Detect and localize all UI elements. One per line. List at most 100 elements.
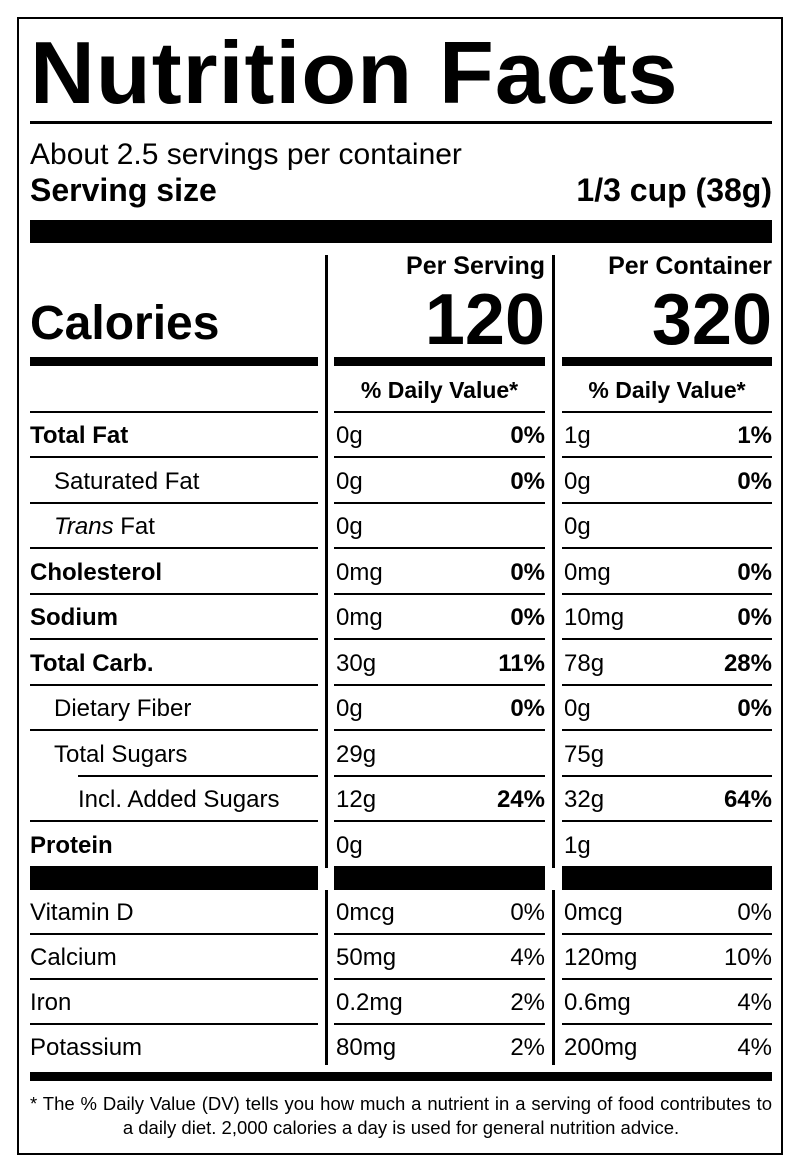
thick-rule <box>30 868 772 890</box>
gap <box>545 868 562 890</box>
daily-value: 0% <box>510 467 545 495</box>
name: Cholesterol <box>30 550 162 595</box>
daily-value: 0% <box>737 899 772 926</box>
thick-rule <box>30 1072 772 1081</box>
amount: 10mg <box>564 604 625 631</box>
amount: 0g <box>564 467 591 495</box>
amount-cell: 75g <box>562 732 772 777</box>
amount-cell: 10mg 0% <box>562 595 772 640</box>
amount-cell: 80mg 2% <box>334 1025 545 1068</box>
amount: 12g <box>336 786 377 813</box>
thick-rule <box>30 220 772 243</box>
column-divider <box>325 255 328 1065</box>
name: Dietary Fiber <box>54 686 191 731</box>
amount-cell: 0.6mg 4% <box>562 980 772 1025</box>
daily-value: 4% <box>510 944 545 971</box>
column-header: Per Serving <box>406 252 545 280</box>
amount-cell: 0g 0% <box>334 459 545 504</box>
nutrient-name: Calcium <box>30 935 318 980</box>
amount-cell: 32g 64% <box>562 777 772 822</box>
nutrient-name: Dietary Fiber <box>30 686 318 731</box>
amount: 0mg <box>336 604 383 631</box>
nutrient-label: Dietary Fiber <box>54 695 192 722</box>
column-divider <box>552 255 555 1065</box>
amount-cell: 0mcg 0% <box>334 890 545 935</box>
amount: 0mcg <box>336 899 395 926</box>
name: Total Carb. <box>30 641 154 686</box>
thick-rule <box>30 357 318 366</box>
amount: 1g <box>564 831 591 859</box>
rule <box>30 411 318 413</box>
rule <box>78 774 318 777</box>
amount-cell: 1g <box>562 823 772 868</box>
calories-label: Calories <box>30 297 220 350</box>
name: Protein <box>30 823 113 868</box>
daily-value: 0% <box>510 695 545 722</box>
nutrient-name: Incl. Added Sugars <box>30 777 318 822</box>
daily-value: 2% <box>510 989 545 1016</box>
serving-size-label: Serving size <box>30 172 217 208</box>
amount-cell: 12g 24% <box>334 777 545 822</box>
amount: 0g <box>336 695 363 722</box>
nutrient-label: Potassium <box>30 1034 143 1061</box>
amount-cell: 0g 0% <box>562 686 772 731</box>
daily-value: 4% <box>737 989 772 1016</box>
calories: 320 <box>651 280 772 360</box>
title: Nutrition Facts <box>30 23 679 122</box>
daily-value: 1% <box>737 422 772 449</box>
nutrient-label: Iron <box>30 989 72 1016</box>
nutrient-label: Saturated Fat <box>54 467 200 495</box>
nutrient-name: Iron <box>30 980 318 1025</box>
dv-header: % Daily Value* <box>562 366 772 413</box>
name: Calcium <box>30 935 117 980</box>
nutrient-label: Total Sugars <box>54 740 188 768</box>
daily-value: 0% <box>510 899 545 926</box>
serving-size: 1/3 cup (38g) <box>576 172 772 208</box>
amount-cell: 30g 11% <box>334 641 545 686</box>
amount: 78g <box>564 649 605 677</box>
amount: 0g <box>564 513 591 540</box>
amount-cell: 200mg 4% <box>562 1025 772 1068</box>
amount: 0mg <box>336 558 383 586</box>
nutrient-name: Protein <box>30 823 318 868</box>
daily-value: 10% <box>723 944 772 971</box>
nutrient-label: Protein <box>30 831 113 859</box>
amount: 1g <box>564 422 591 449</box>
amount: 0g <box>336 831 363 859</box>
daily-value: 28% <box>723 649 772 677</box>
amount-cell: 0mg 0% <box>562 550 772 595</box>
amount: 75g <box>564 740 605 768</box>
amount-cell: 78g 28% <box>562 641 772 686</box>
nutrient-name: Trans Fat <box>30 504 318 549</box>
amount: 120mg <box>564 944 638 971</box>
amount-cell: 0mg 0% <box>334 550 545 595</box>
daily-value: 4% <box>737 1034 772 1061</box>
nutrient-name: Potassium <box>30 1025 318 1068</box>
nutrient-name: Total Carb. <box>30 641 318 686</box>
name: Total Fat <box>30 413 128 458</box>
daily-value: 0% <box>737 695 772 722</box>
amount: 0g <box>336 467 363 495</box>
amount: 0mg <box>564 558 611 586</box>
daily-value: 0% <box>510 422 545 449</box>
nutrient-label: Vitamin D <box>30 899 134 926</box>
name: Sodium <box>30 595 118 640</box>
rule <box>30 121 772 124</box>
amount: 0.6mg <box>564 989 631 1016</box>
daily-value: 2% <box>510 1034 545 1061</box>
amount-cell: 0g 0% <box>562 459 772 504</box>
amount-cell: 0g <box>562 504 772 549</box>
amount-cell: 0g <box>334 823 545 868</box>
nutrient-label: Cholesterol <box>30 558 163 586</box>
amount: 32g <box>564 786 605 813</box>
dv-header: % Daily Value* <box>334 366 545 413</box>
amount: 0g <box>336 513 363 540</box>
thick-rule <box>334 357 545 366</box>
nutrient-name: Vitamin D <box>30 890 318 935</box>
amount-cell: 0g <box>334 504 545 549</box>
gap <box>318 868 334 890</box>
thick-rule <box>562 357 772 366</box>
name: Total Sugars <box>54 732 187 777</box>
amount-cell: 0.2mg 2% <box>334 980 545 1025</box>
